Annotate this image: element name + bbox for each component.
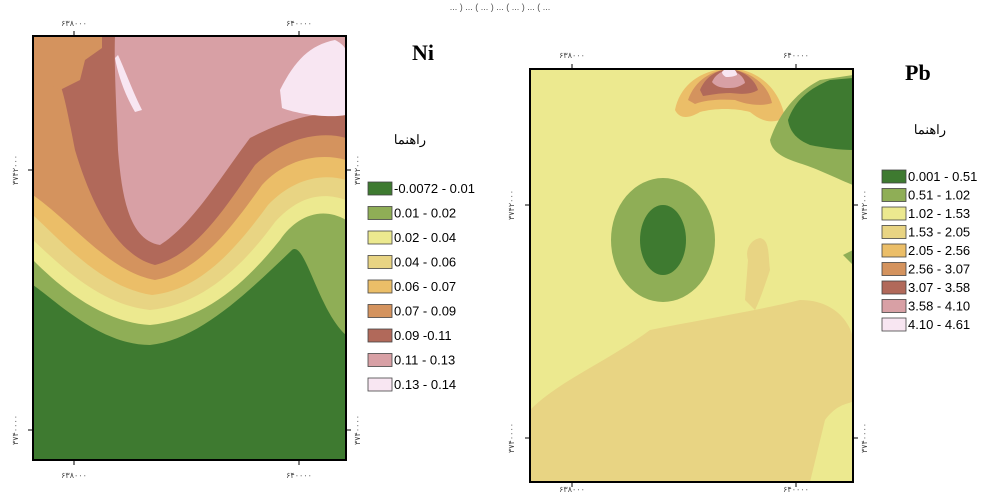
- pb-map-surface: [530, 69, 853, 482]
- ni-tick-top-left: ۶۳۸۰۰۰: [61, 19, 87, 28]
- ni-legend-item: 0.09 -0.11: [367, 328, 452, 343]
- pb-tick-top-left: ۶۳۸۰۰۰: [559, 51, 585, 60]
- ni-legend-swatch: [367, 279, 393, 294]
- pb-legend-label: 3.58 - 4.10: [908, 299, 970, 314]
- pb-legend-label: 2.05 - 2.56: [908, 243, 970, 258]
- pb-tick-top-right: ۶۴۰۰۰۰: [783, 51, 809, 60]
- ni-legend-label: 0.01 - 0.02: [394, 206, 456, 221]
- ni-legend-swatch: [367, 328, 393, 343]
- pb-legend-item: 2.56 - 3.07: [881, 262, 970, 277]
- pb-legend-label: 0.51 - 1.02: [908, 188, 970, 203]
- ni-legend-item: 0.04 - 0.06: [367, 255, 456, 270]
- pb-tick-left-upper: ۳۷۴۲۰۰۰: [507, 190, 516, 220]
- ni-map-surface: [33, 36, 346, 460]
- pb-legend-item: 3.58 - 4.10: [881, 299, 970, 314]
- pb-title: Pb: [905, 60, 931, 85]
- ni-legend-label: -0.0072 - 0.01: [394, 181, 475, 196]
- pb-map-frame: [529, 68, 854, 483]
- ni-legend-label: 0.13 - 0.14: [394, 377, 456, 392]
- ni-tick-bottom-left: ۶۳۸۰۰۰: [61, 471, 87, 480]
- pb-tick-bottom-left: ۶۳۸۰۰۰: [559, 485, 585, 493]
- ni-legend-swatch: [367, 181, 393, 196]
- pb-legend-label: 0.001 - 0.51: [908, 169, 977, 184]
- pb-legend-item: 2.05 - 2.56: [881, 243, 970, 258]
- pb-legend-label: 3.07 - 3.58: [908, 280, 970, 295]
- pb-legend-swatch: [881, 169, 907, 184]
- pb-map: ۶۳۸۰۰۰ ۶۴۰۰۰۰ ۶۳۸۰۰۰ ۶۴۰۰۰۰ ۳۷۴۲۰۰۰ ۳۷۴۰…: [507, 51, 869, 493]
- ni-legend: -0.0072 - 0.01 0.01 - 0.02 0.02 - 0.04 0.04…: [367, 181, 475, 392]
- ni-legend-label: 0.06 - 0.07: [394, 279, 456, 294]
- ni-tick-right-lower: ۳۷۴۰۰۰۰: [353, 415, 362, 445]
- ni-legend-label: 0.07 - 0.09: [394, 304, 456, 319]
- ni-map-frame: [32, 35, 347, 461]
- pb-legend-item: 1.02 - 1.53: [881, 206, 970, 221]
- ni-legend-swatch: [367, 206, 393, 220]
- ni-title: Ni: [412, 40, 434, 65]
- pb-legend-swatch: [881, 299, 907, 313]
- ni-legend-item: 0.06 - 0.07: [367, 279, 456, 294]
- ni-legend-label: 0.11 - 0.13: [394, 353, 455, 368]
- ni-legend-swatch: [367, 377, 393, 392]
- ni-legend-swatch: [367, 353, 393, 367]
- ni-legend-swatch: [367, 304, 393, 318]
- pb-tick-right-lower: ۳۷۴۰۰۰۰: [860, 423, 869, 453]
- pb-legend-title: راهنما: [914, 122, 946, 138]
- ni-tick-left-upper: ۳۷۴۲۰۰۰: [11, 155, 20, 185]
- pb-legend-swatch: [881, 317, 907, 332]
- pb-legend-swatch: [881, 280, 907, 295]
- pb-legend-swatch: [881, 262, 907, 276]
- ni-legend-item: 0.01 - 0.02: [367, 206, 456, 221]
- ni-tick-top-right: ۶۴۰۰۰۰: [286, 19, 312, 28]
- caption-fragment: ... ) ... ( ... ) ... ( ... ) ... ( ...: [450, 2, 551, 12]
- ni-tick-left-lower: ۳۷۴۰۰۰۰: [11, 415, 20, 445]
- pb-tick-bottom-right: ۶۴۰۰۰۰: [783, 485, 809, 493]
- ni-legend-item: -0.0072 - 0.01: [367, 181, 475, 196]
- pb-legend-item: 0.001 - 0.51: [881, 169, 977, 184]
- pb-legend-label: 1.53 - 2.05: [908, 225, 970, 240]
- pb-legend-label: 1.02 - 1.53: [908, 206, 970, 221]
- ni-legend-item: 0.07 - 0.09: [367, 304, 456, 319]
- pb-legend-item: 4.10 - 4.61: [881, 317, 970, 332]
- ni-legend-item: 0.13 - 0.14: [367, 377, 456, 392]
- pb-legend-label: 4.10 - 4.61: [908, 317, 970, 332]
- pb-legend-item: 0.51 - 1.02: [881, 188, 970, 203]
- ni-tick-right-upper: ۳۷۴۲۰۰۰: [353, 155, 362, 185]
- ni-legend-item: 0.02 - 0.04: [367, 230, 456, 245]
- ni-tick-bottom-right: ۶۴۰۰۰۰: [286, 471, 312, 480]
- pb-legend-label: 2.56 - 3.07: [908, 262, 970, 277]
- pb-tick-left-lower: ۳۷۴۰۰۰۰: [507, 423, 516, 453]
- ni-legend-label: 0.09 -0.11: [394, 328, 452, 343]
- ni-legend-label: 0.02 - 0.04: [394, 230, 456, 245]
- ni-map: ۶۳۸۰۰۰ ۶۴۰۰۰۰ ۶۳۸۰۰۰ ۶۴۰۰۰۰ ۳۷۴۲۰۰۰ ۳۷۴۰…: [11, 19, 362, 480]
- pb-tick-right-upper: ۳۷۴۲۰۰۰: [860, 190, 869, 220]
- pb-legend-swatch: [881, 243, 907, 258]
- ni-legend-label: 0.04 - 0.06: [394, 255, 456, 270]
- pb-legend-item: 3.07 - 3.58: [881, 280, 970, 295]
- pb-legend-swatch: [881, 206, 907, 221]
- ni-legend-swatch: [367, 255, 393, 269]
- ni-legend-item: 0.11 - 0.13: [367, 353, 455, 368]
- pb-legend: 0.001 - 0.51 0.51 - 1.02 1.02 - 1.53 1.53 -…: [881, 169, 977, 332]
- ni-legend-swatch: [367, 230, 393, 245]
- pb-legend-swatch: [881, 188, 907, 202]
- pb-legend-item: 1.53 - 2.05: [881, 225, 970, 240]
- pb-legend-swatch: [881, 225, 907, 239]
- ni-legend-title: راهنما: [394, 132, 426, 148]
